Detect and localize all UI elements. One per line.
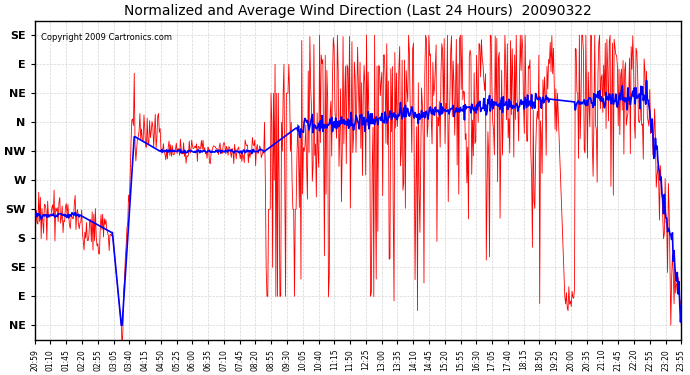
Text: Copyright 2009 Cartronics.com: Copyright 2009 Cartronics.com	[41, 33, 172, 42]
Title: Normalized and Average Wind Direction (Last 24 Hours)  20090322: Normalized and Average Wind Direction (L…	[124, 4, 592, 18]
